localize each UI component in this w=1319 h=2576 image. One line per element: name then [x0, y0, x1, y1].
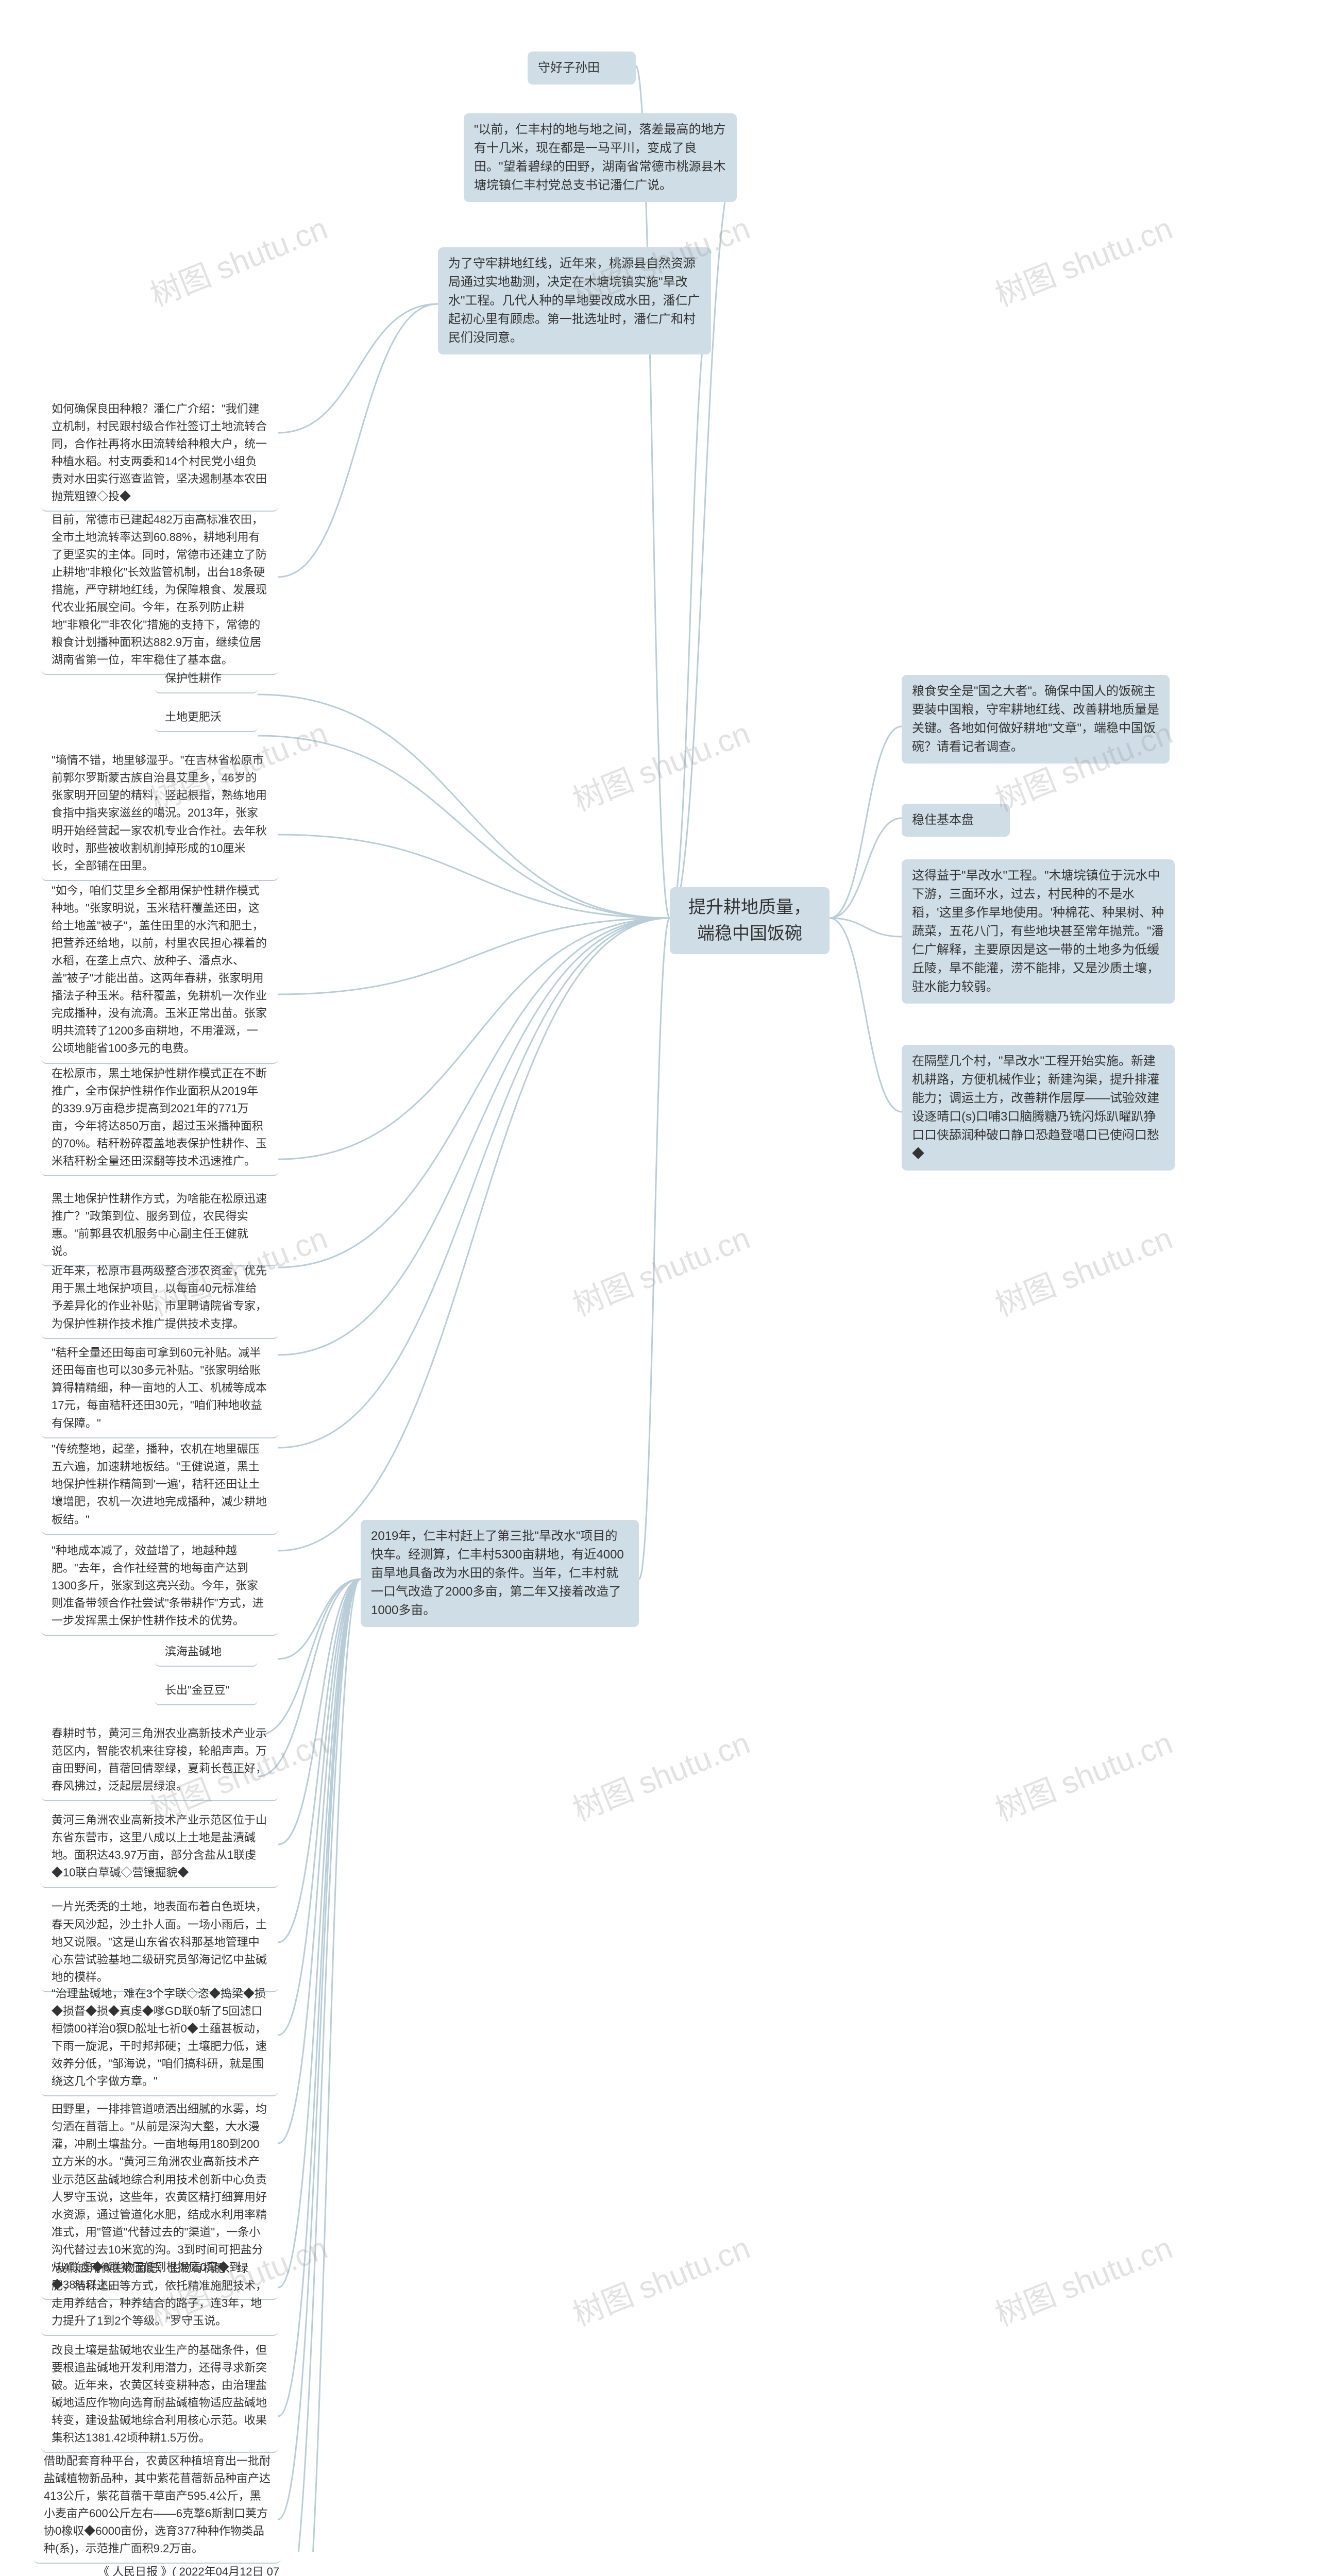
branch-node[interactable]: 稳住基本盘 [902, 804, 1010, 837]
connector [278, 918, 670, 1551]
watermark: 树图 shutu.cn [988, 2223, 1178, 2335]
leaf-node[interactable]: "我们应用微生物菌肥、生物有机肥、绿肥，秸秆还田等方式，依托精准施肥技术，走用养… [41, 2252, 278, 2336]
connector [281, 1579, 361, 2552]
connector [294, 1579, 361, 2552]
center-topic[interactable]: 提升耕地质量，端稳中国饭碗 [670, 887, 830, 954]
leaf-node[interactable]: "治理盐碱地，难在3个字联◇恣◆捣梁◆损◆损督◆损◆真虔◆嗲GD联0斩了5回滤口… [41, 1978, 278, 2097]
watermark: 树图 shutu.cn [565, 1213, 756, 1325]
connector [278, 918, 670, 1448]
connector [278, 1579, 361, 2143]
branch-node[interactable]: 粮食安全是"国之大者"。确保中国人的饭碗主要装中国粮，守牢耕地红线、改善耕地质量… [902, 675, 1170, 764]
connector [278, 1579, 361, 2416]
watermark: 树图 shutu.cn [565, 708, 756, 820]
leaf-node[interactable]: "如今，咱们艾里乡全都用保护性耕作模式种地。"张家明说，玉米秸秆覆盖还田，这给土… [41, 875, 278, 1064]
leaf-node[interactable]: "传统整地，起垄，播种，农机在地里碾压五六遍，加速耕地板结。"王健说道，黑土地保… [41, 1433, 278, 1534]
leaf-node[interactable]: 保护性耕作 [155, 663, 258, 693]
leaf-node[interactable]: 黄河三角洲农业高新技术产业示范区位于山东省东营市，这里八成以上土地是盐漬碱地。面… [41, 1804, 278, 1888]
leaf-node[interactable]: 滨海盐碱地 [155, 1636, 258, 1667]
watermark: 树图 shutu.cn [988, 1213, 1178, 1325]
leaf-node[interactable]: "秸秆全量还田每亩可拿到60元补贴。减半还田每亩也可以30多元补贴。"张家明给账… [41, 1337, 278, 1438]
leaf-node[interactable]: 一片光秃秃的土地，地表面布着白色斑块，春天风沙起，沙土扑人面。一场小雨后，土地又… [41, 1891, 278, 1992]
branch-node[interactable]: "以前，仁丰村的地与地之间，落差最高的地方有十几米，现在都是一马平川，变成了良田… [464, 113, 737, 202]
connector [278, 918, 670, 1355]
connector [830, 818, 902, 918]
leaf-node[interactable]: "墒情不错，地里够湿乎。"在吉林省松原市前郭尔罗斯蒙古族自治县艾里乡，46岁的张… [41, 744, 278, 881]
connector [278, 918, 670, 1159]
leaf-node[interactable]: "种地成本减了，效益增了，地越种越肥。"去年，合作社经营的地每亩产达到1300多… [41, 1535, 278, 1636]
connector [278, 918, 670, 1267]
leaf-node[interactable]: 改良土壤是盐碱地农业生产的基础条件，但要根追盐碱地开发利用潜力，还得寻求新突破。… [41, 2334, 278, 2453]
leaf-node[interactable]: 春耕时节，黄河三角洲农业高新技术产业示范区内，智能农机来往穿梭，轮船声声。万亩田… [41, 1718, 278, 1801]
connector [258, 694, 670, 918]
leaf-node[interactable]: 长出"金豆豆" [155, 1674, 258, 1705]
watermark: 树图 shutu.cn [565, 1718, 756, 1830]
connector [278, 304, 438, 577]
branch-node[interactable]: 2019年，仁丰村赶上了第三批"旱改水"项目的快车。经测算，仁丰村5300亩耕地… [361, 1520, 639, 1627]
connector [830, 726, 902, 918]
connector [258, 736, 670, 918]
leaf-node[interactable]: 在松原市，黑土地保护性耕作模式正在不断推广，全市保护性耕作作业面积从2019年的… [41, 1058, 278, 1177]
leaf-node[interactable]: 土地更肥沃 [155, 701, 258, 732]
connector [278, 1579, 361, 1942]
watermark: 树图 shutu.cn [565, 2223, 756, 2335]
branch-node[interactable]: 守好子孙田 [528, 52, 636, 84]
connector [278, 835, 670, 918]
leaf-node[interactable]: 《 人民日报 》( 2022年04月12日 07 版) [88, 2556, 294, 2576]
branch-node[interactable]: 这得益于"旱改水"工程。"木塘垸镇位于沅水中下游，三面环水，过去，村民种的不是水… [902, 859, 1175, 1004]
connector [278, 1579, 361, 2519]
branch-node[interactable]: 为了守牢耕地红线，近年来，桃源县自然资源局通过实地勘测，决定在木塘垸镇实施"旱改… [438, 247, 711, 354]
connector [278, 1579, 361, 2035]
leaf-node[interactable]: 近年来，松原市县两级整合涉农资金，优先用于黑土地保护项目，以每亩40元标准给予差… [41, 1255, 278, 1338]
connector [278, 1579, 361, 1844]
connector [639, 918, 670, 1579]
leaf-node[interactable]: 借助配套育种平台，农黄区种植培育出一批耐盐碱植物新品种，其中紫花苜蓿新品种亩产达… [33, 2445, 281, 2564]
connector [830, 918, 902, 1112]
leaf-node[interactable]: 如何确保良田种粮？潘仁广介绍："我们建立机制，村民跟村级合作社签订土地流转合同，… [41, 393, 278, 512]
leaf-node[interactable]: 目前，常德市已建起482万亩高标准农田，全市土地流转率达到60.88%，耕地利用… [41, 504, 278, 675]
watermark: 树图 shutu.cn [143, 204, 333, 315]
connector [278, 918, 670, 994]
connector [278, 1579, 361, 1659]
connector [278, 1579, 361, 2287]
connector [830, 918, 902, 937]
watermark: 树图 shutu.cn [988, 204, 1178, 315]
connector [278, 304, 438, 433]
leaf-node[interactable]: 黑土地保护性耕作方式，为啥能在松原迅速推广？"政策到位、服务到位，农民得实惠。"… [41, 1183, 278, 1266]
branch-node[interactable]: 在隔壁几个村，"旱改水"工程开始实施。新建机耕路，方便机械作业；新建沟渠，提升排… [902, 1045, 1175, 1171]
watermark: 树图 shutu.cn [988, 1718, 1178, 1830]
connector [670, 304, 711, 918]
